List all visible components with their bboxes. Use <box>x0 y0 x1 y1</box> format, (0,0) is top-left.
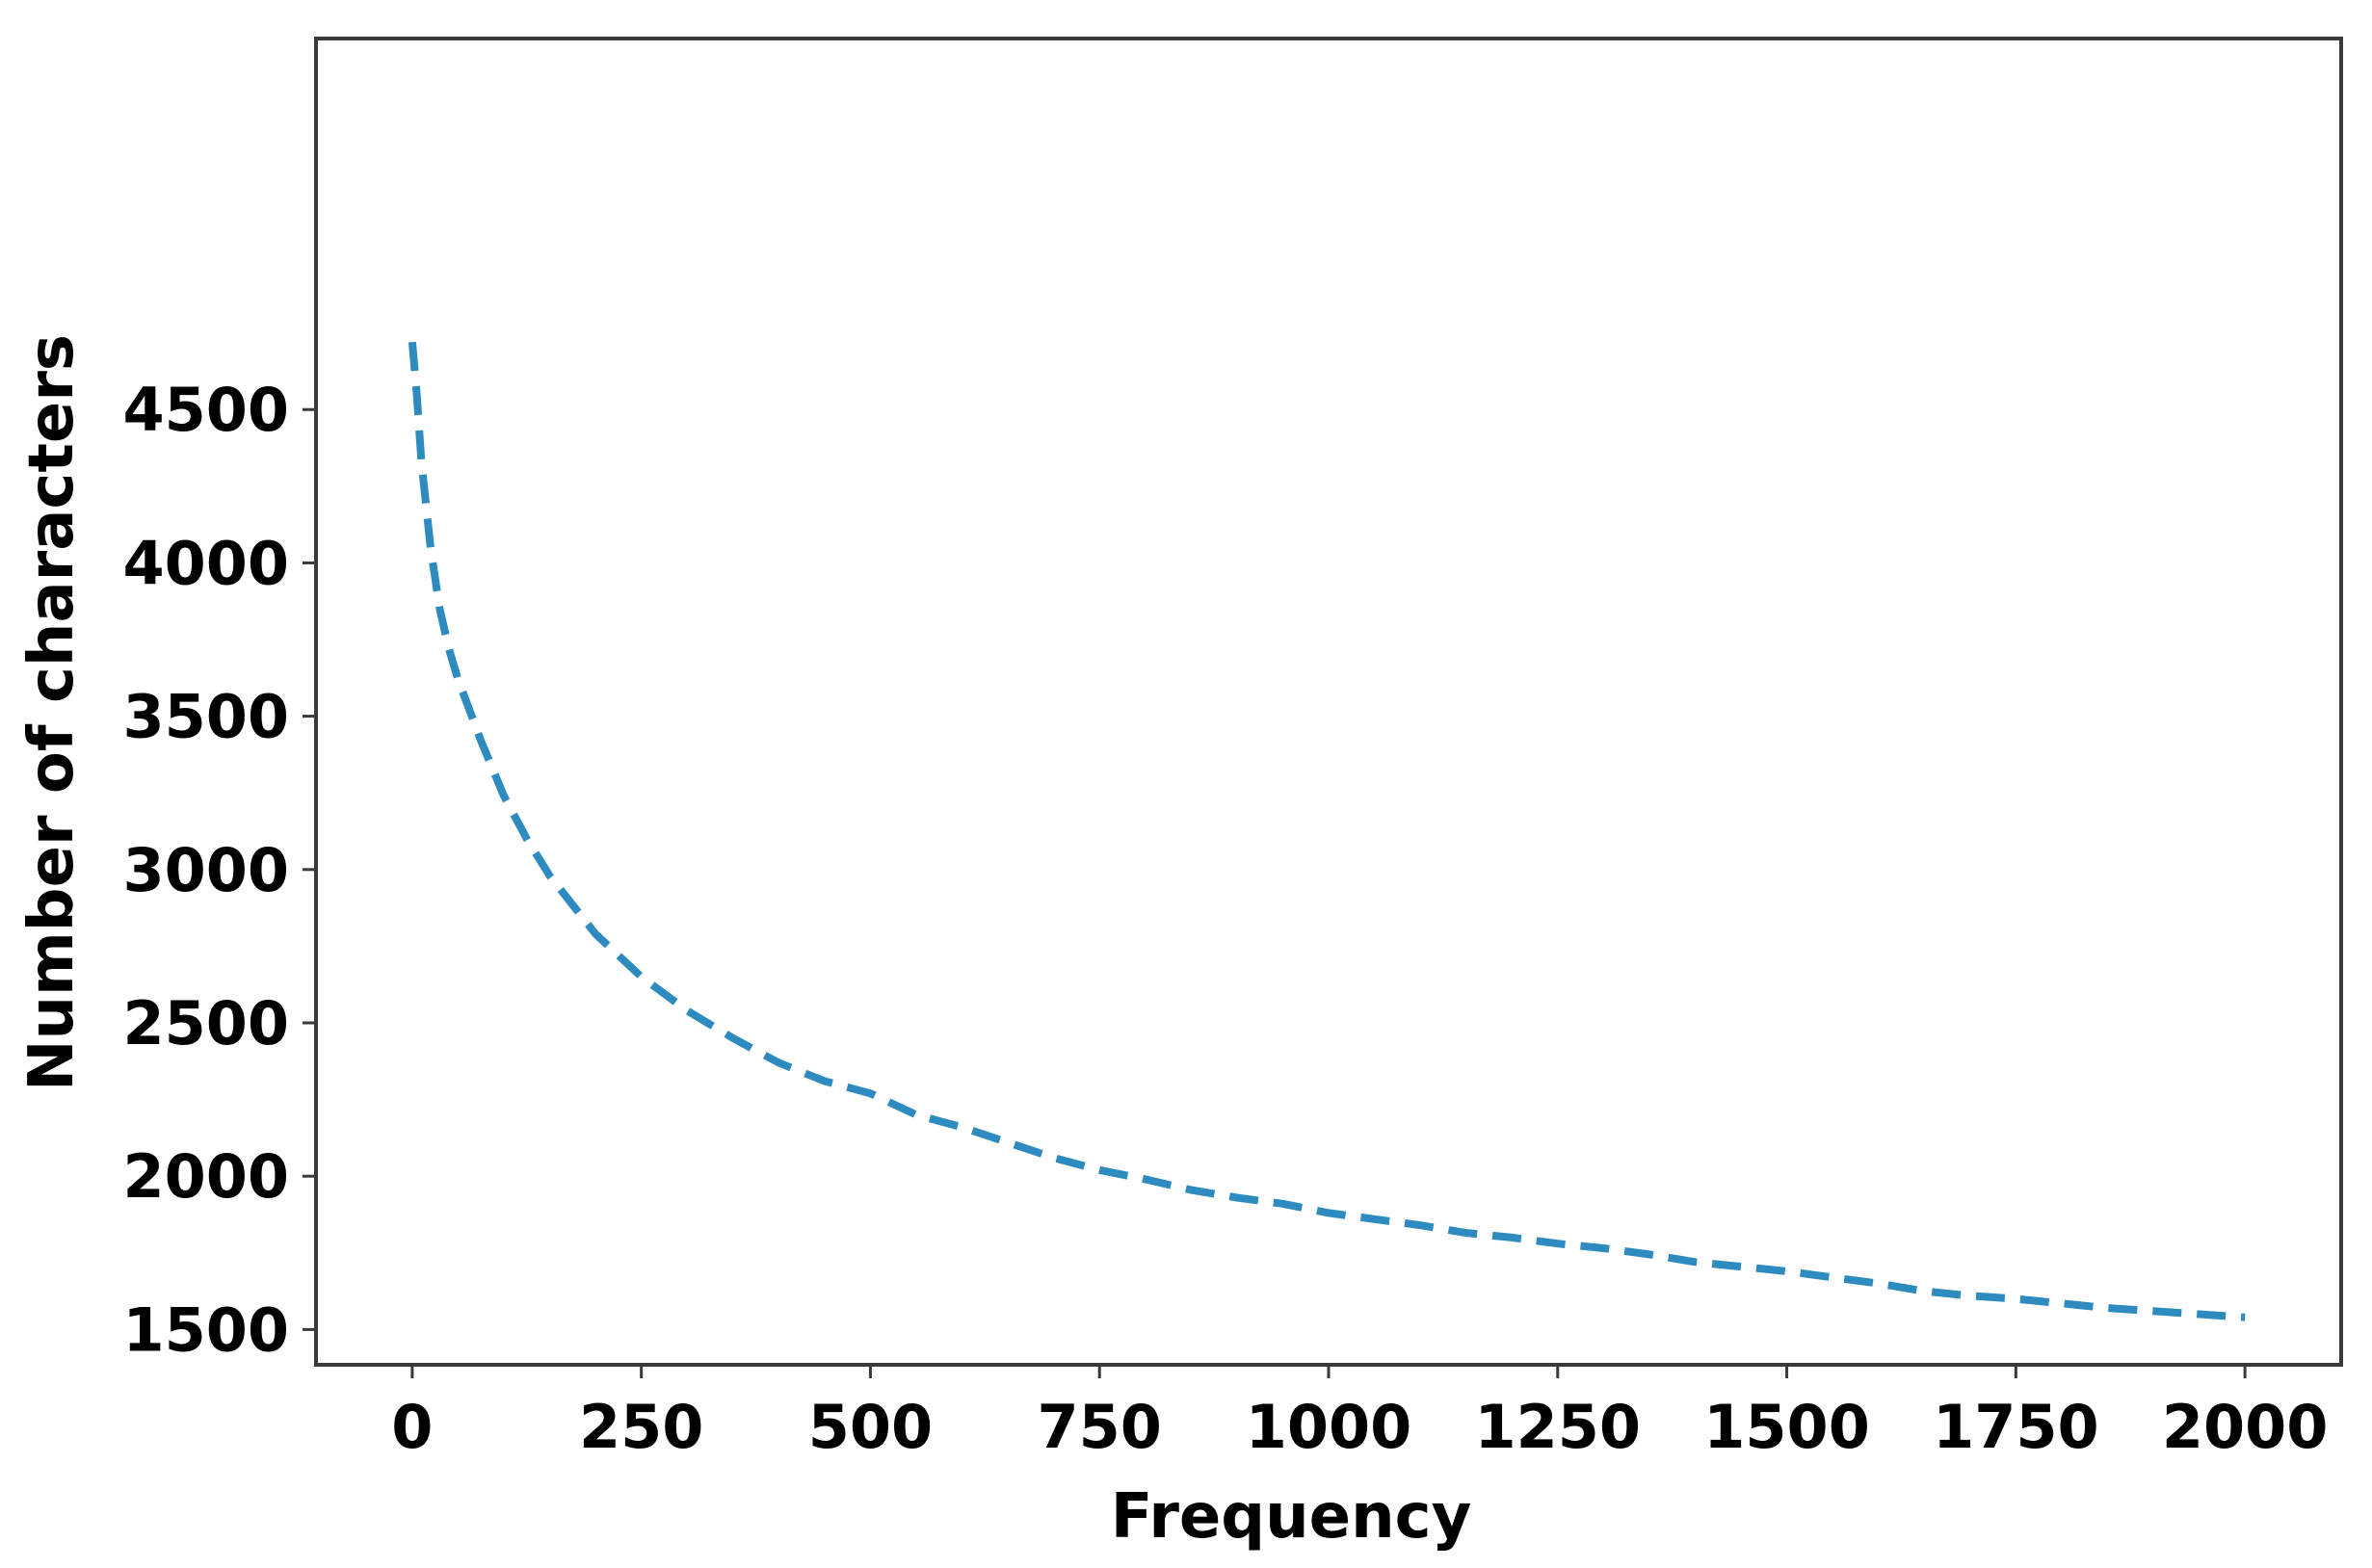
series-line <box>408 341 2246 1321</box>
y-axis-ticks: 1500 2000 2500 3000 3500 4000 4500 <box>122 375 316 1365</box>
x-axis-label: Frequency <box>1111 1481 1472 1553</box>
x-tick-label: 500 <box>808 1392 933 1462</box>
plot-area <box>314 37 2343 1367</box>
x-tick-label: 1500 <box>1703 1392 1870 1462</box>
y-axis-label: Number of characters <box>16 334 88 1091</box>
x-tick-label: 0 <box>391 1392 433 1462</box>
y-tick-label: 2500 <box>122 988 289 1058</box>
y-tick-label: 1500 <box>122 1294 289 1365</box>
y-tick-label: 4500 <box>122 375 289 445</box>
x-tick-label: 1750 <box>1933 1392 2099 1462</box>
y-tick-label: 2000 <box>122 1141 289 1212</box>
x-tick-label: 750 <box>1038 1392 1162 1462</box>
y-tick-label: 3000 <box>122 835 289 905</box>
x-axis-ticks: 0 250 500 750 1000 1250 1500 1750 2000 <box>391 1365 2328 1462</box>
x-tick-label: 1000 <box>1246 1392 1412 1462</box>
x-tick-label: 1250 <box>1475 1392 1642 1462</box>
x-tick-label: 2000 <box>2162 1392 2329 1462</box>
y-tick-label: 4000 <box>122 528 289 598</box>
y-tick-label: 3500 <box>122 682 289 752</box>
x-tick-label: 250 <box>579 1392 703 1462</box>
